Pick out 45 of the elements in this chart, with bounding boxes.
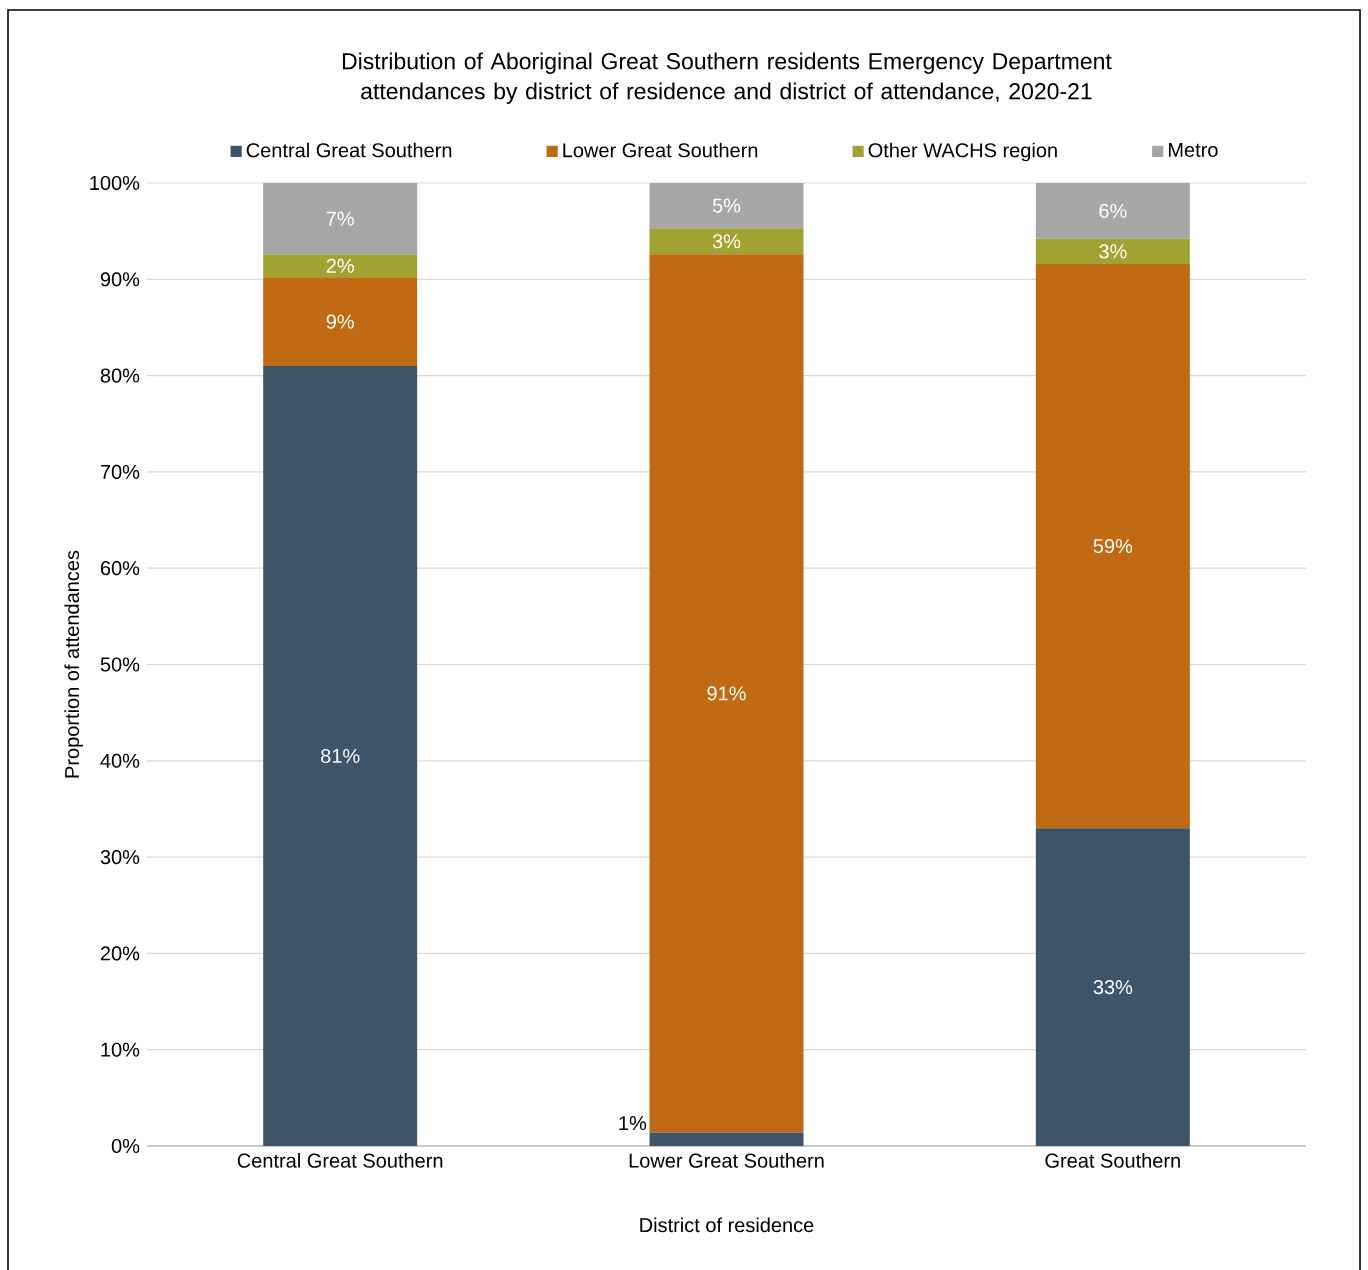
y-tick-label: 0%	[111, 1138, 140, 1154]
chart-title: Distribution of Aboriginal Great Southern residents Emergency Department attendances by district of residence and district of attendance, 2020-21	[342, 52, 1112, 104]
bar	[1035, 183, 1190, 239]
legend-label: Other WACHS region	[868, 142, 1057, 162]
legend-label: Central Great Southern	[246, 142, 452, 158]
data-label: 81%	[321, 748, 360, 764]
y-tick-label: 20%	[100, 946, 140, 961]
data-label: 7%	[326, 211, 354, 226]
data-label: 59%	[1093, 538, 1133, 554]
bar	[649, 183, 804, 229]
y-tick-label: 60%	[100, 561, 140, 576]
y-tick-label: 30%	[100, 850, 140, 865]
x-axis-title: District of residence	[640, 1217, 814, 1233]
legend-label: Lower Great Southern	[563, 142, 758, 158]
bar	[263, 183, 418, 255]
data-label: 3%	[712, 234, 741, 249]
y-axis-title: Proportion of attendances	[64, 550, 84, 778]
y-tick-label: 70%	[100, 464, 140, 479]
bar	[1035, 828, 1190, 1146]
y-tick-label: 90%	[100, 272, 140, 287]
bar	[263, 254, 418, 278]
data-label: 3%	[1099, 244, 1127, 259]
legend-label: Metro	[1168, 143, 1218, 157]
data-label: 91%	[707, 686, 746, 701]
bar	[649, 254, 804, 1133]
x-tick-label: Great Southern	[1045, 1153, 1180, 1168]
y-tick-label: 50%	[100, 657, 140, 672]
data-label: 33%	[1093, 980, 1133, 995]
bar	[649, 1132, 804, 1146]
x-tick-label: Lower Great Southern	[629, 1153, 824, 1168]
data-label: 2%	[326, 258, 354, 273]
y-tick-label: 10%	[101, 1042, 140, 1057]
bar	[263, 277, 418, 366]
data-label: 9%	[326, 314, 354, 329]
bar	[649, 228, 804, 255]
y-tick-label: 80%	[100, 368, 140, 383]
data-label: 5%	[712, 198, 741, 213]
bar	[1035, 263, 1190, 829]
bar	[1035, 238, 1190, 264]
y-tick-label: 40%	[100, 753, 140, 768]
data-label: 1%	[619, 1116, 647, 1131]
data-label: 6%	[1099, 203, 1127, 218]
x-tick-label: Central Great Southern	[237, 1153, 443, 1168]
y-tick-label: 100%	[90, 175, 140, 191]
bar	[263, 365, 418, 1146]
